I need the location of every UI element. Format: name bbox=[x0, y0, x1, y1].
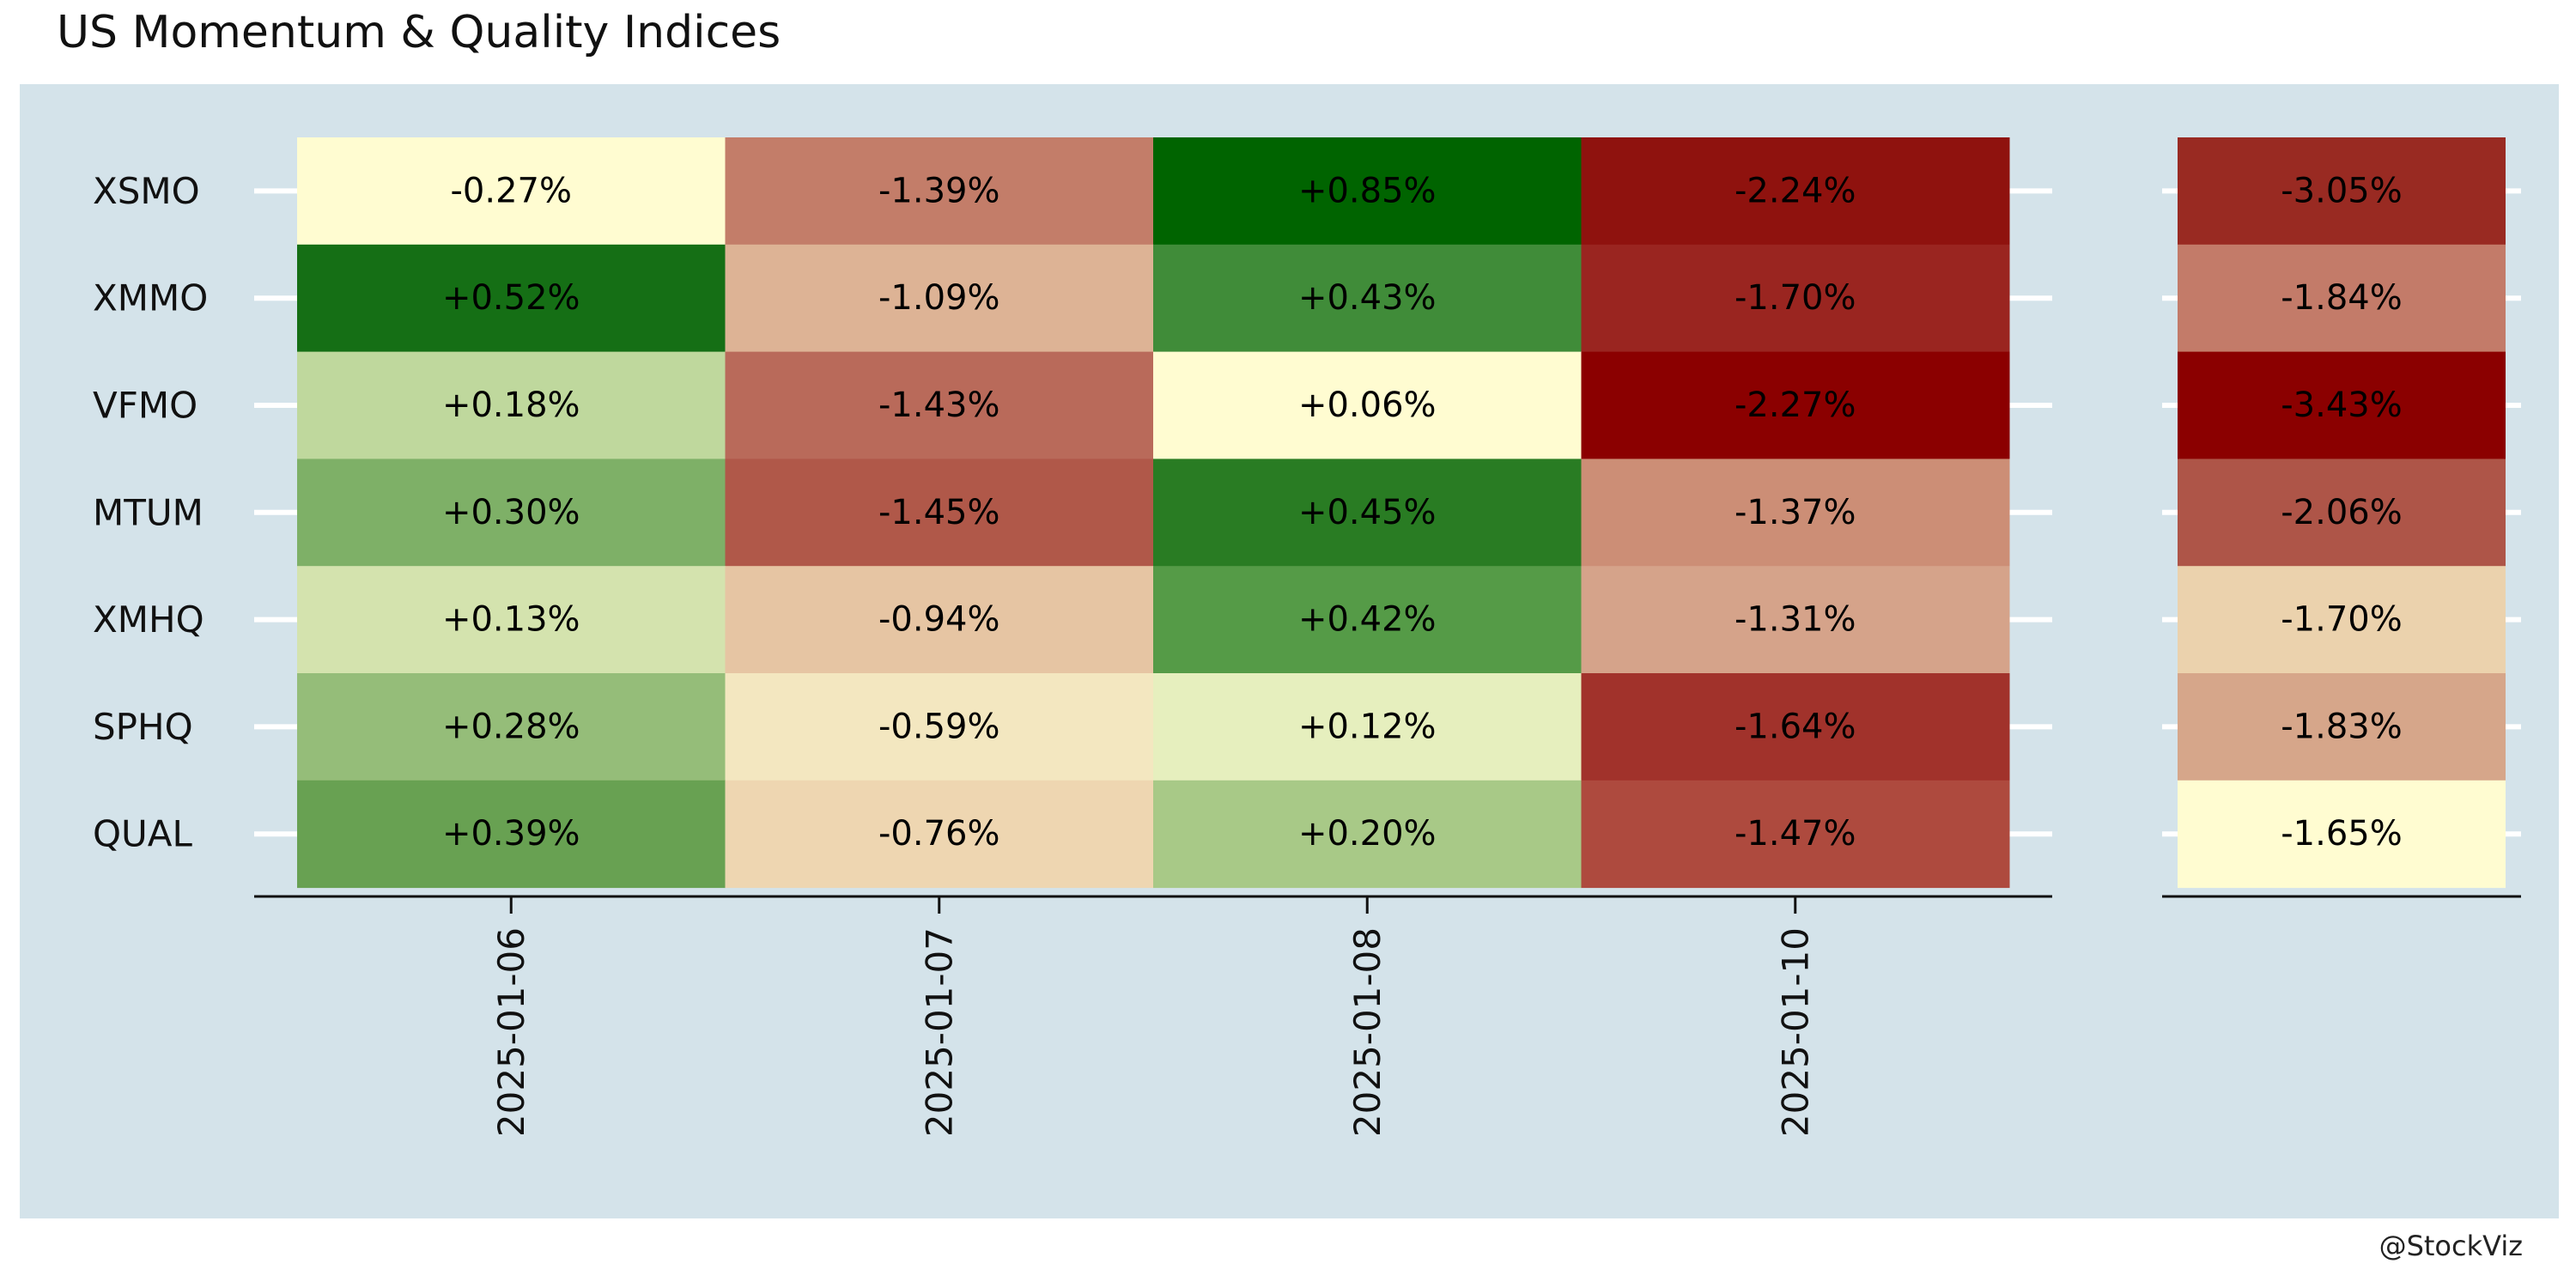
heatmap-cell bbox=[1581, 137, 2010, 246]
cell-label: -0.27% bbox=[450, 171, 572, 210]
cell-label: -2.24% bbox=[1735, 171, 1856, 210]
heatmap-cell bbox=[297, 137, 726, 246]
heatmap-cell bbox=[297, 673, 726, 781]
heatmap-cell bbox=[1153, 673, 1582, 781]
cell-label: -1.39% bbox=[878, 171, 1000, 210]
cell-label: -1.43% bbox=[878, 386, 1000, 425]
cell-label: +0.30% bbox=[442, 493, 580, 532]
row-label: SPHQ bbox=[93, 706, 193, 748]
heatmap-cell bbox=[1581, 673, 2010, 781]
summary-cell bbox=[2178, 459, 2506, 567]
cell-label: +0.43% bbox=[1298, 278, 1437, 318]
summary-cell bbox=[2178, 137, 2506, 246]
summary-cell bbox=[2178, 780, 2506, 889]
heatmap-cell bbox=[1153, 459, 1582, 567]
row-label: XSMO bbox=[93, 170, 200, 212]
summary-label: -1.65% bbox=[2281, 814, 2403, 854]
heatmap-cell bbox=[725, 566, 1154, 674]
summary-cell bbox=[2178, 673, 2506, 781]
heatmap-cell bbox=[1153, 780, 1582, 889]
cell-label: +0.85% bbox=[1298, 171, 1437, 210]
summary-cell bbox=[2178, 244, 2506, 353]
x-tick-label: 2025-01-10 bbox=[1774, 927, 1816, 1137]
heatmap-cell bbox=[725, 351, 1154, 459]
summary-column: -3.05% -1.84% -3.43% -2.06% -1.70% -1.83% -1.6… bbox=[2178, 137, 2506, 889]
cell-label: +0.18% bbox=[442, 386, 580, 425]
heatmap-cell bbox=[1153, 244, 1582, 353]
summary-label: -2.06% bbox=[2281, 493, 2403, 532]
summary-label: -1.70% bbox=[2281, 600, 2403, 640]
cell-label: +0.42% bbox=[1298, 600, 1437, 640]
heatmap-cell bbox=[1581, 566, 2010, 674]
heatmap-cell bbox=[1153, 566, 1582, 674]
cell-label: -1.45% bbox=[878, 493, 1000, 532]
cell-label: -1.37% bbox=[1735, 493, 1856, 532]
cell-label: +0.39% bbox=[442, 814, 580, 854]
x-tick-label: 2025-01-07 bbox=[918, 927, 960, 1137]
heatmap-cell bbox=[297, 244, 726, 353]
row-label: QUAL bbox=[93, 813, 193, 855]
summary-cell bbox=[2178, 566, 2506, 674]
summary-label: -3.05% bbox=[2281, 171, 2403, 210]
axes: XSMO XMMO VFMO MTUM XMHQ SPHQ QUAL 2025-01-06 20… bbox=[93, 170, 2521, 1137]
cell-label: -0.59% bbox=[878, 707, 1000, 746]
x-tick-label: 2025-01-08 bbox=[1346, 927, 1388, 1137]
heatmap-cell bbox=[1153, 351, 1582, 459]
heatmap-cell bbox=[1581, 351, 2010, 459]
cell-label: -1.09% bbox=[878, 278, 1000, 318]
cell-label: +0.28% bbox=[442, 707, 580, 746]
row-label: MTUM bbox=[93, 491, 204, 533]
cell-label: +0.20% bbox=[1298, 814, 1437, 854]
row-label: XMMO bbox=[93, 277, 208, 319]
heatmap-cell bbox=[725, 780, 1154, 889]
heatmap-cell bbox=[1581, 244, 2010, 353]
summary-label: -1.83% bbox=[2281, 707, 2403, 746]
row-label: VFMO bbox=[93, 385, 197, 427]
heatmap-cells: -0.27% -1.39% +0.85% -2.24% +0.52% -1.09% +0.4… bbox=[297, 137, 2010, 889]
cell-label: +0.13% bbox=[442, 600, 580, 640]
heatmap-cell bbox=[297, 566, 726, 674]
heatmap-cell bbox=[297, 780, 726, 889]
cell-label: -1.64% bbox=[1735, 707, 1856, 746]
credit-label: @StockViz bbox=[2379, 1230, 2523, 1262]
cell-label: +0.06% bbox=[1298, 386, 1437, 425]
summary-label: -1.84% bbox=[2281, 278, 2403, 318]
heatmap-cell bbox=[297, 351, 726, 459]
cell-label: -0.94% bbox=[878, 600, 1000, 640]
row-label: XMHQ bbox=[93, 598, 204, 641]
cell-label: -1.47% bbox=[1735, 814, 1856, 854]
heatmap-cell bbox=[1581, 780, 2010, 889]
summary-label: -3.43% bbox=[2281, 386, 2403, 425]
cell-label: -0.76% bbox=[878, 814, 1000, 854]
summary-cell bbox=[2178, 351, 2506, 459]
heatmap-cell bbox=[1581, 459, 2010, 567]
cell-label: +0.45% bbox=[1298, 493, 1437, 532]
cell-label: -1.70% bbox=[1735, 278, 1856, 318]
heatmap-cell bbox=[297, 459, 726, 567]
cell-label: +0.12% bbox=[1298, 707, 1437, 746]
heatmap-cell bbox=[725, 244, 1154, 353]
cell-label: -1.31% bbox=[1735, 600, 1856, 640]
heatmap-cell bbox=[725, 137, 1154, 246]
cell-label: +0.52% bbox=[442, 278, 580, 318]
heatmap-cell bbox=[725, 459, 1154, 567]
x-tick-label: 2025-01-06 bbox=[490, 927, 532, 1137]
chart-title: US Momentum & Quality Indices bbox=[57, 7, 781, 58]
heatmap-cell bbox=[725, 673, 1154, 781]
cell-label: -2.27% bbox=[1735, 386, 1856, 425]
heatmap-cell bbox=[1153, 137, 1582, 246]
